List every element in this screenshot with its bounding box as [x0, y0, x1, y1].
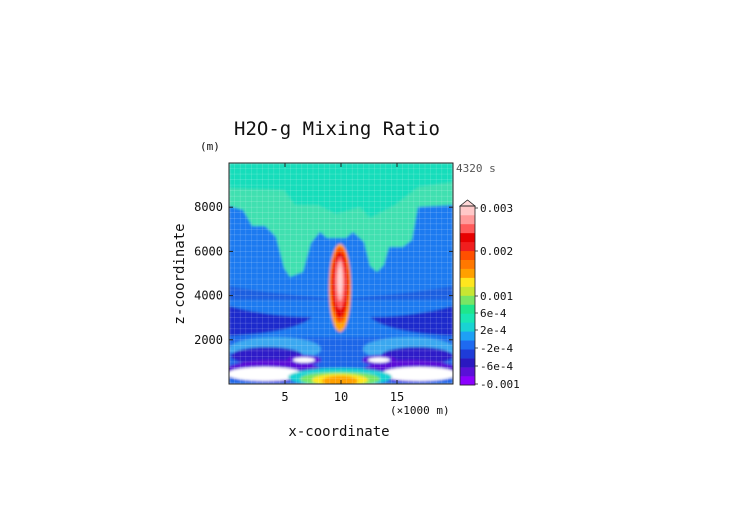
colorbar-swatch: [460, 223, 475, 234]
colorbar-label: 6e-4: [480, 307, 507, 320]
colorbar-swatch: [460, 268, 475, 278]
colorbar-swatch: [460, 367, 475, 377]
colorbar-label: 0.001: [480, 290, 513, 303]
y-axis: 2000 4000 6000 8000: [194, 200, 453, 347]
colorbar-swatch: [460, 206, 475, 216]
y-tick-label: 2000: [194, 333, 223, 347]
x-tick-label: 5: [281, 390, 288, 404]
plume-head-core: [338, 267, 342, 295]
right-dark-blue-layer: [370, 306, 453, 336]
colorbar-swatch: [460, 376, 475, 386]
lower-left-white: [229, 367, 303, 381]
colorbar-frame: [459, 205, 476, 386]
x-axis: 5 10 15: [281, 163, 404, 404]
top-green-band: [229, 163, 453, 218]
colorbar-swatch: [460, 304, 475, 314]
colorbar-swatch: [460, 286, 475, 296]
y-tick-label: 8000: [194, 200, 223, 214]
colorbar-swatch: [460, 214, 475, 225]
colorbar-label: -6e-4: [480, 360, 513, 373]
y-tick-label: 6000: [194, 244, 223, 258]
left-white-core: [293, 357, 315, 363]
plume-cyan: [93, 93, 129, 221]
colorbar-label: 2e-4: [480, 324, 507, 337]
colorbar-swatch: [460, 322, 475, 332]
grid-lines: [229, 163, 453, 384]
x-tick-label: 15: [390, 390, 404, 404]
colorbar: 0.003 0.002 0.001 6e-4 2e-4 -2e-4 -6e-4 -0.001: [458, 199, 520, 391]
colorbar-label: -0.001: [480, 378, 520, 391]
right-white-core: [368, 357, 390, 363]
colorbar-swatch: [460, 340, 475, 350]
surface-orange: [322, 376, 358, 384]
colorbar-swatch: [460, 232, 475, 243]
colorbar-swatch: [460, 349, 475, 359]
colorbar-label: 0.002: [480, 245, 513, 258]
colorbar-swatch: [460, 259, 475, 269]
left-dark-blue-layer: [229, 306, 312, 336]
colorbar-swatch: [460, 241, 475, 252]
colorbar-swatch: [460, 313, 475, 323]
colorbar-swatch: [460, 358, 475, 368]
colorbar-swatch: [460, 295, 475, 305]
x-unit-label: (×1000 m): [390, 404, 450, 417]
x-axis-label: x-coordinate: [288, 424, 389, 440]
colorbar-label: -2e-4: [480, 342, 513, 355]
plot-area: [93, 85, 453, 384]
chart-title: H2O-g Mixing Ratio: [234, 118, 440, 140]
plume-orange: [102, 88, 120, 222]
colorbar-label: 0.003: [480, 202, 513, 215]
colorbar-swatch: [460, 277, 475, 287]
colorbar-swatch: [460, 250, 475, 260]
plume-green: [96, 87, 126, 221]
colorbar-extend-arrow: [458, 199, 477, 207]
y-unit-label: (m): [200, 140, 220, 153]
time-label: 4320 s: [456, 162, 496, 175]
colorbar-swatch: [460, 331, 475, 341]
y-tick-label: 4000: [194, 289, 223, 303]
x-tick-label: 10: [334, 390, 348, 404]
mid-blue-layer: [229, 286, 453, 300]
plume-yellow: [100, 85, 122, 222]
mixing-ratio-field: [93, 85, 453, 384]
lower-right-white: [381, 367, 453, 381]
y-axis-label: z-coordinate: [172, 223, 188, 324]
